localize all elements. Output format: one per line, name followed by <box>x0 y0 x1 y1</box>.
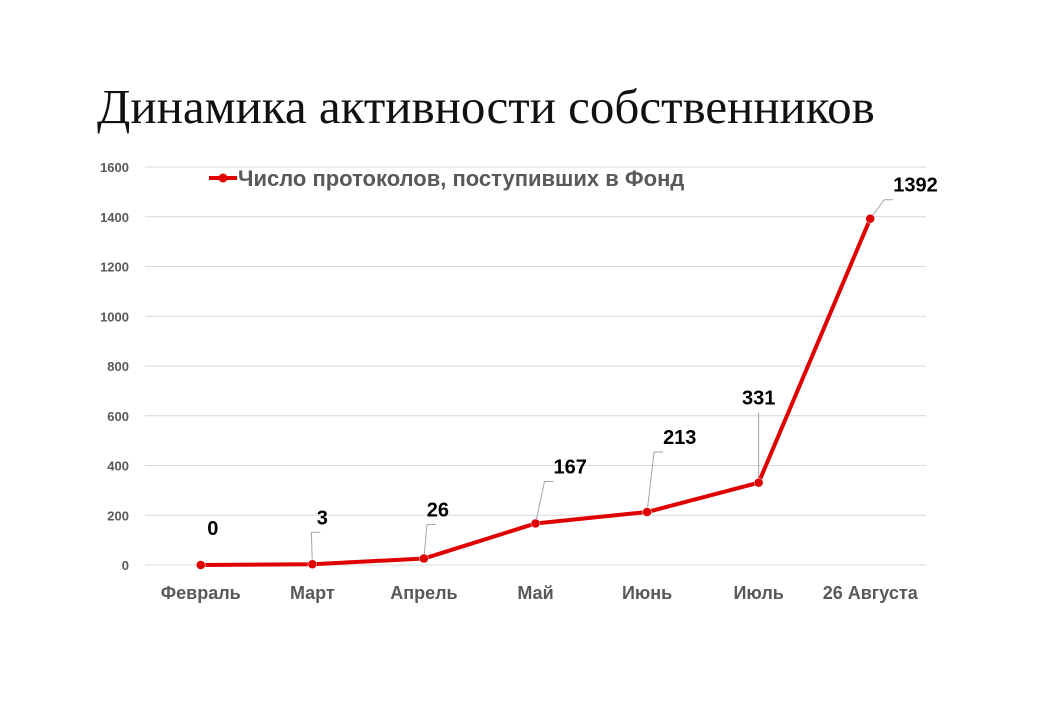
data-label: 3 <box>317 507 328 529</box>
leader-line <box>423 524 436 559</box>
y-tick-label: 1600 <box>100 160 129 175</box>
leader-line <box>646 451 664 513</box>
data-point <box>419 553 429 564</box>
y-tick-label: 200 <box>107 508 129 523</box>
data-label: 167 <box>554 456 587 478</box>
y-tick-label: 600 <box>107 409 129 424</box>
y-tick-label: 1200 <box>100 260 129 275</box>
data-label: 26 <box>427 500 449 522</box>
data-label: 213 <box>663 427 696 449</box>
y-tick-label: 800 <box>107 359 129 374</box>
x-category-label: Февраль <box>161 583 241 603</box>
y-tick-label: 1000 <box>100 309 129 324</box>
leader-line <box>869 199 894 220</box>
data-label: 331 <box>742 388 775 410</box>
data-point <box>865 213 875 224</box>
x-category-label: Апрель <box>390 583 457 603</box>
data-point <box>196 560 206 570</box>
y-tick-label: 0 <box>122 558 129 573</box>
x-category-label: Май <box>517 583 553 603</box>
data-point <box>642 507 652 517</box>
legend-label: Число протоколов, поступивших в Фонд <box>238 166 684 191</box>
x-category-label: Июнь <box>622 583 672 603</box>
x-category-label: Июль <box>733 583 783 603</box>
leader-line <box>535 480 554 524</box>
y-tick-label: 400 <box>107 459 129 474</box>
leader-line <box>310 531 321 565</box>
x-category-label: Март <box>290 583 335 603</box>
data-point <box>307 559 318 570</box>
x-category-label: 26 Августа <box>823 583 919 603</box>
legend-marker <box>218 173 228 183</box>
data-point <box>753 477 764 488</box>
y-tick-label: 1400 <box>100 210 129 225</box>
data-label: 1392 <box>893 175 938 197</box>
chart-title: Динамика активности собственников <box>97 79 875 134</box>
data-point <box>530 518 541 529</box>
data-label: 0 <box>207 518 218 540</box>
